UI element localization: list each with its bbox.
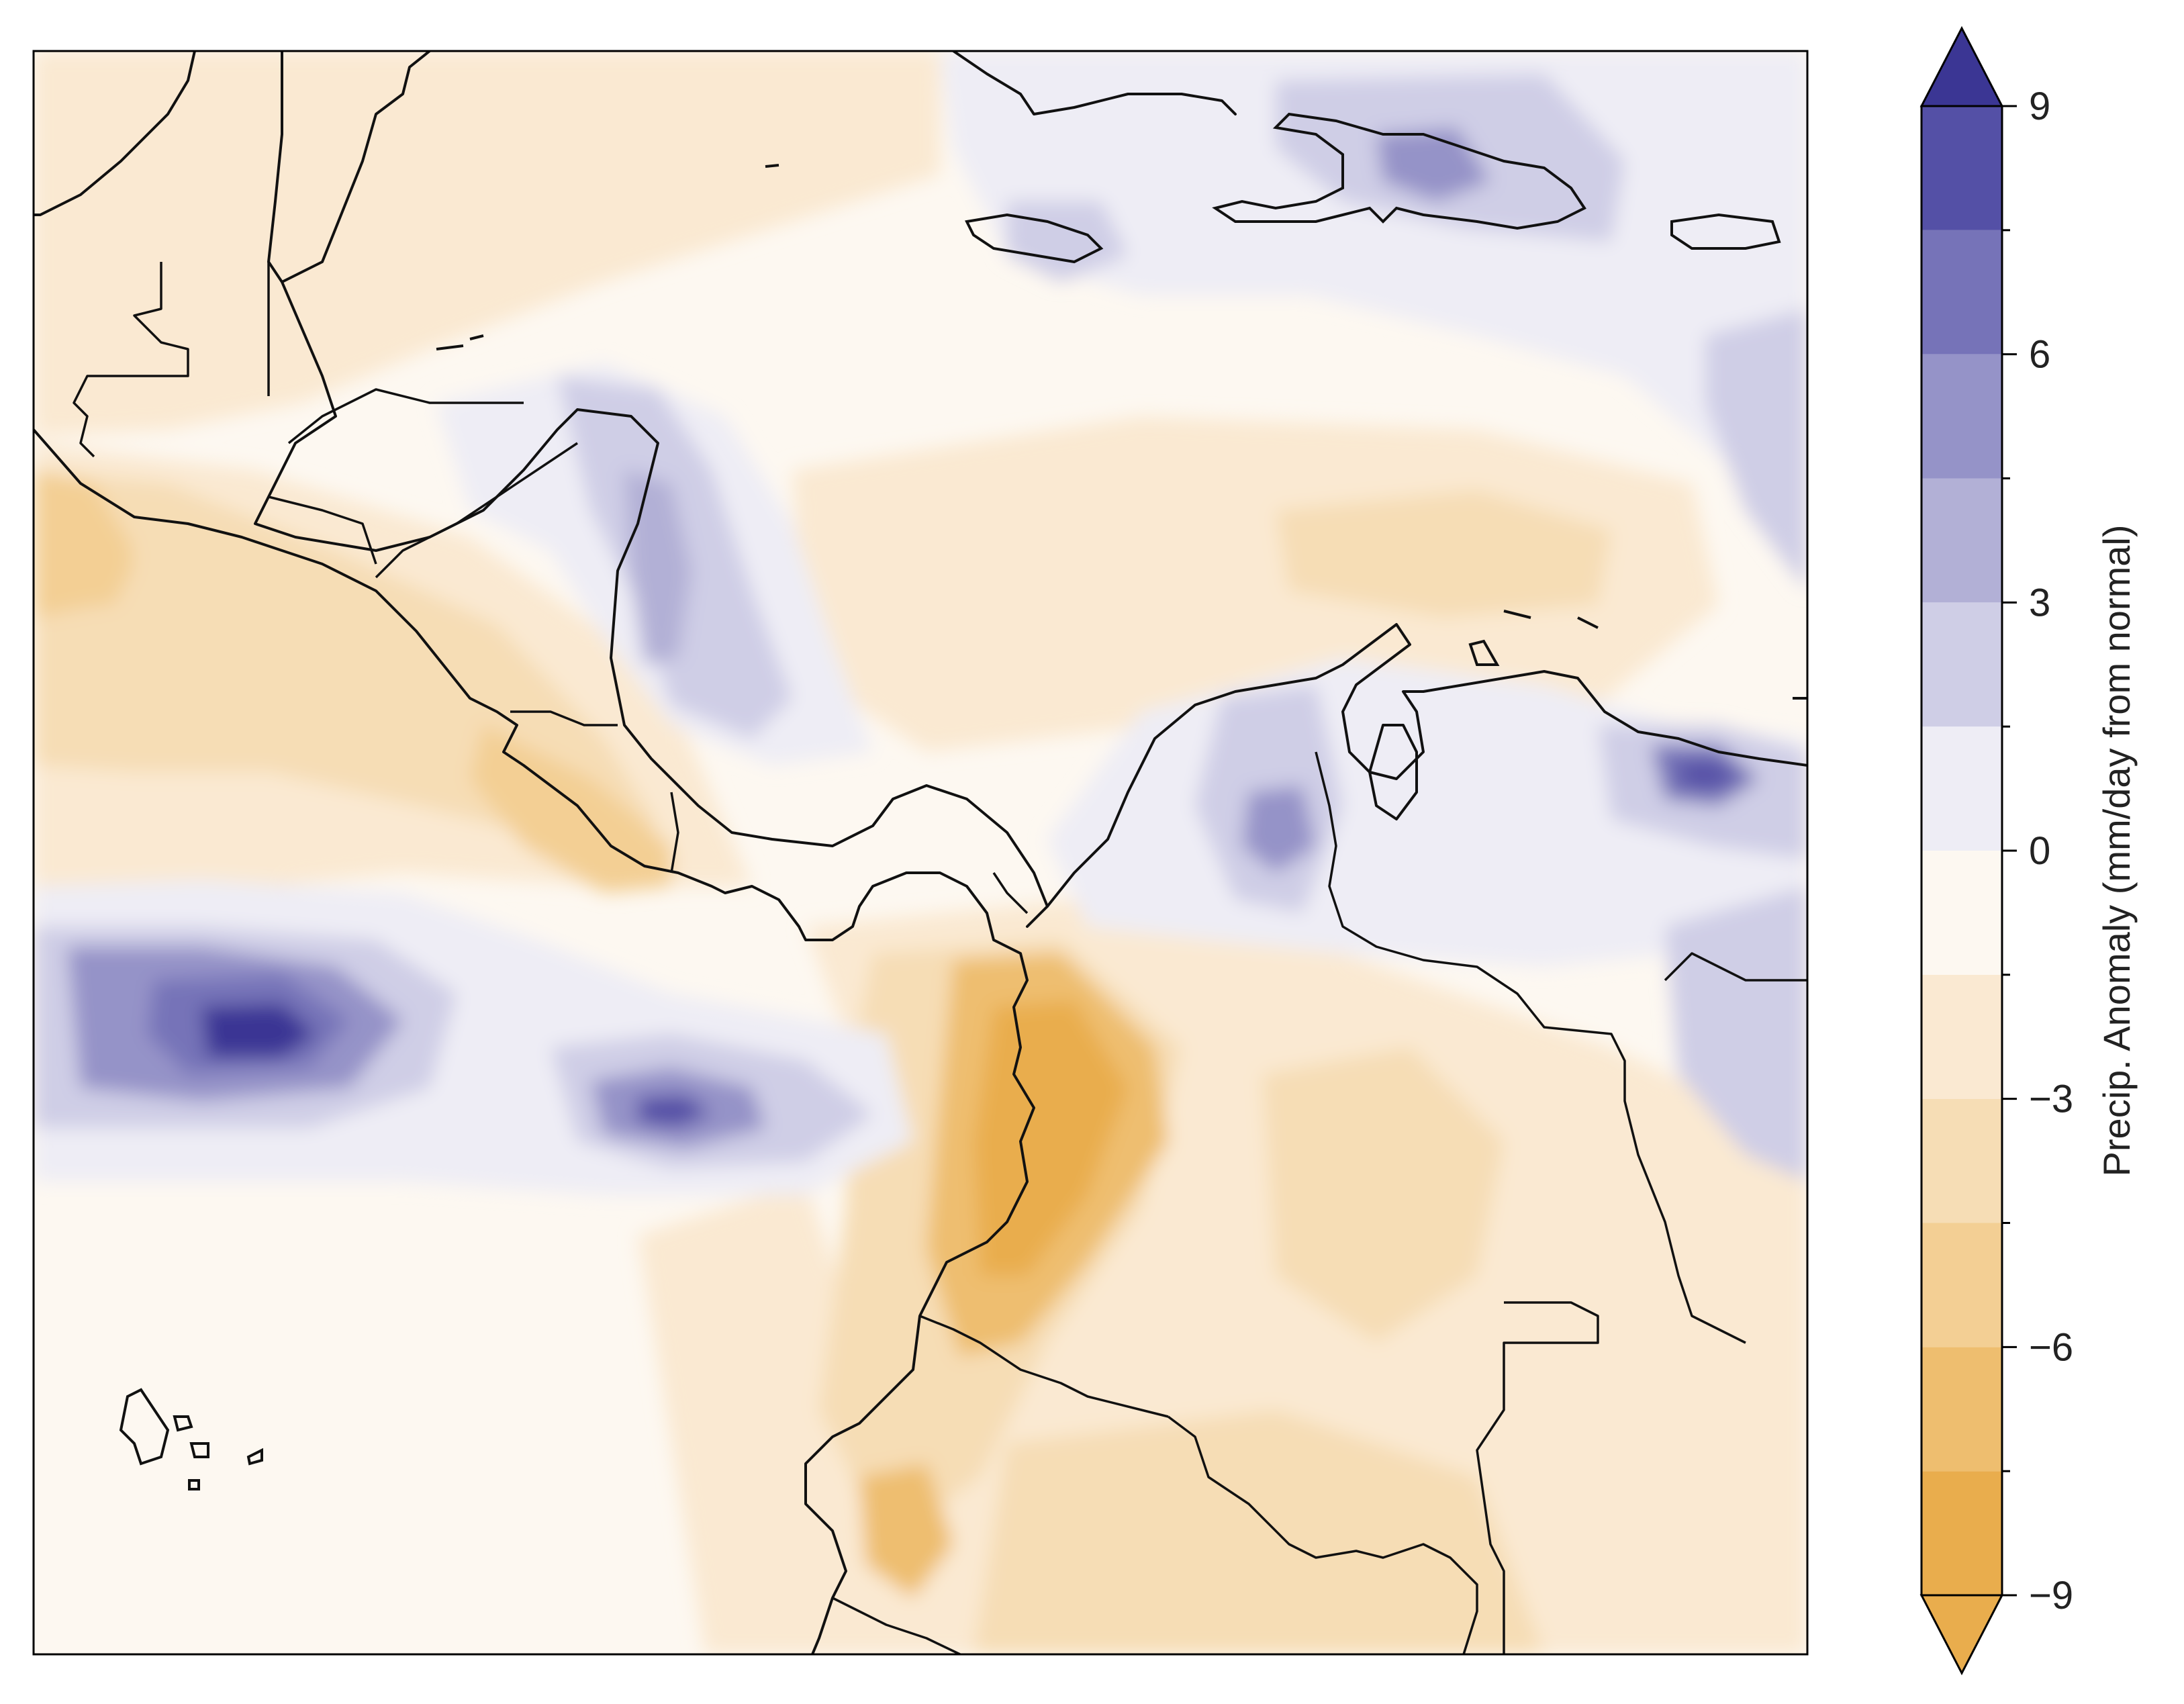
- dry-zone-pacific-south-strip: [638, 1182, 859, 1654]
- border-el-salvador-honduras: [268, 495, 377, 565]
- border-honduras-nicaragua: [375, 442, 578, 579]
- wet-zone-guiana: [1665, 886, 1807, 1182]
- central-america-caribbean-coast: [34, 51, 1049, 928]
- galapagos-2: [173, 1415, 193, 1432]
- dry-core-ecuador: [859, 1464, 953, 1598]
- border-costa-rica-panama: [670, 792, 679, 873]
- colorbar-bin: [1921, 974, 2002, 1099]
- hispaniola: [1212, 112, 1586, 230]
- puerto-rico: [1670, 213, 1781, 250]
- borders: [73, 262, 1807, 1654]
- colorbar-bin: [1921, 1471, 2002, 1595]
- dry-zone-se-amazon: [974, 1410, 1544, 1654]
- central-america-pacific-coast: [34, 428, 1035, 1654]
- colorbar-bin: [1921, 726, 2002, 851]
- colorbar-under-triangle: [1919, 1594, 2004, 1676]
- border-venezuela-guyana: [1664, 952, 1807, 982]
- colorbar-tick-label: 3: [2029, 581, 2050, 624]
- dry-core-pacific-west: [34, 510, 134, 611]
- bonaire: [1577, 616, 1599, 629]
- border-colombia-brazil: [1476, 1301, 1599, 1654]
- border-colombia-peru: [1167, 1415, 1478, 1654]
- wet-max-pacific-itcz: [201, 1004, 316, 1057]
- galapagos-3: [189, 1442, 209, 1458]
- dry-zone-caribbean-south: [1276, 490, 1611, 618]
- border-nicaragua-costa-rica: [510, 710, 618, 726]
- border-mexico-guatemala: [73, 262, 189, 458]
- colorbar-title: Precip. Anomaly (mm/day from normal): [2095, 525, 2138, 1177]
- colorbar-over-triangle: [1919, 26, 2004, 107]
- galapagos-5: [188, 1479, 200, 1490]
- colorbar-bin: [1921, 602, 2002, 727]
- colorbar-tick-label: 9: [2029, 85, 2050, 128]
- cuba-coast: [952, 51, 1237, 115]
- wet-zone-jamaica: [1007, 201, 1128, 282]
- colorbar-tick-label: −3: [2029, 1078, 2073, 1121]
- dry-max-colombia-pacific: [974, 1000, 1128, 1276]
- wet-core-colombia-north: [1242, 786, 1316, 873]
- south-america-caribbean-coast: [1046, 623, 1807, 908]
- precip-anomaly-field: [34, 51, 1807, 1654]
- wet-max-pacific-itcz-east: [638, 1094, 712, 1128]
- colorbar-bin: [1921, 1347, 2002, 1472]
- jamaica: [965, 213, 1104, 264]
- coastlines: [34, 51, 1807, 1654]
- cayman: [765, 164, 779, 168]
- colorbar-bins: [1921, 106, 2002, 1595]
- curacao: [1503, 610, 1531, 619]
- colorbar-bin: [1921, 230, 2002, 354]
- wet-zone-northeast: [1705, 309, 1807, 591]
- colorbar-bin: [1921, 106, 2002, 230]
- aruba: [1468, 639, 1500, 666]
- colorbar-tick-label: −9: [2029, 1574, 2073, 1617]
- colorbar-tick-label: −6: [2029, 1325, 2073, 1369]
- map-frame: [32, 50, 1809, 1656]
- galapagos-4: [246, 1448, 263, 1466]
- border-ecuador-peru: [832, 1597, 961, 1654]
- border-colombia-venezuela: [1315, 751, 1746, 1344]
- galapagos-1: [119, 1388, 170, 1466]
- border-colombia-ecuador: [919, 1315, 1169, 1418]
- colorbar-bin: [1921, 1098, 2002, 1223]
- colorbar-tick-label: 6: [2029, 333, 2050, 377]
- dry-zone-north-west: [34, 51, 940, 436]
- colorbar-bin: [1921, 851, 2002, 975]
- colorbar-bin: [1921, 354, 2002, 479]
- map-panel: [32, 50, 1809, 1656]
- wet-core-honduras: [624, 470, 692, 665]
- dry-zone-colombia-east: [1262, 1047, 1504, 1343]
- colorbar-bin: [1921, 478, 2002, 603]
- bay-islands: [436, 334, 484, 350]
- colorbar-tick-label: 0: [2029, 829, 2050, 873]
- wet-max-venezuela-east: [1678, 762, 1739, 789]
- colorbar-bin: [1921, 1223, 2002, 1347]
- lake-maracaibo: [1368, 724, 1418, 820]
- colorbar-ticks: 9 6 3 0 −3 −6 −9: [2002, 85, 2073, 1617]
- colorbar: 9 6 3 0 −3 −6 −9 Precip. Anomaly (mm/day from …: [1919, 26, 2138, 1676]
- border-guatemala-honduras: [287, 388, 524, 444]
- border-panama-colombia: [992, 872, 1029, 914]
